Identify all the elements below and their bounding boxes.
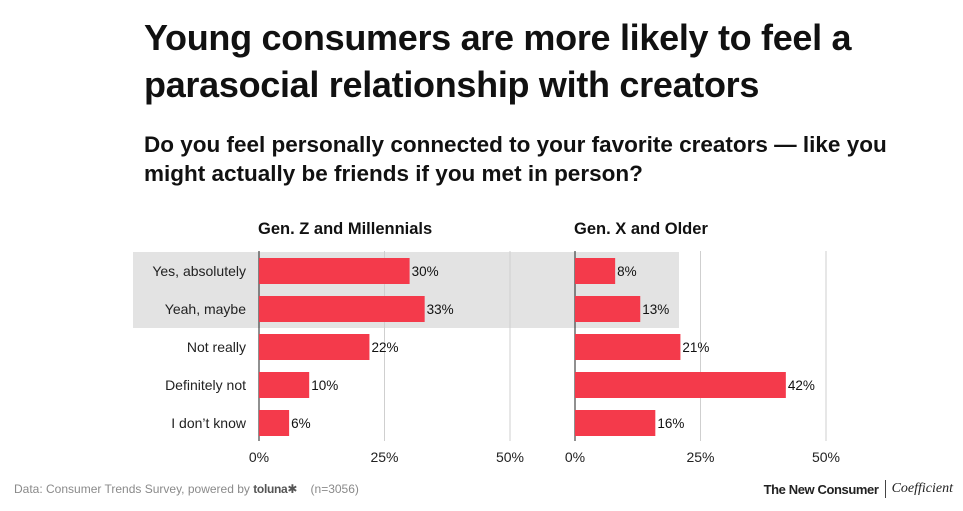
panel-title-1: Gen. Z and Millennials [258,220,432,238]
panel-title-2: Gen. X and Older [574,220,708,238]
coefficient-logo: Coefficient [891,481,953,496]
the-new-consumer-logo: The New Consumer [763,481,879,497]
category-label: Yes, absolutely [152,263,246,279]
bar-panel-1 [259,258,410,284]
bar-panel-1 [259,334,370,360]
category-label: Yeah, maybe [165,301,246,317]
bar-value-label: 21% [682,340,709,355]
bar-value-label: 42% [788,378,815,393]
source-text: Data: Consumer Trends Survey, powered by [14,482,250,496]
category-label: Definitely not [165,377,246,393]
x-tick-label-panel-1: 25% [370,449,398,465]
chart-subtitle: Do you feel personally connected to your… [144,132,887,186]
bar-value-label: 30% [412,264,439,279]
bar-panel-1 [259,410,290,436]
bar-value-label: 33% [427,302,454,317]
bar-value-label: 22% [371,340,398,355]
bar-value-label: 8% [617,264,637,279]
bar-panel-1 [259,296,425,322]
sample-size: (n=3056) [310,482,359,496]
toluna-logo: toluna✱ [253,482,298,496]
bar-panel-2 [575,258,616,284]
bar-value-label: 16% [657,416,684,431]
category-label: Not really [187,339,246,355]
bar-value-label: 13% [642,302,669,317]
publisher-logos: The New Consumer Coefficient [764,480,953,498]
logo-divider [884,480,886,498]
x-tick-label-panel-1: 0% [249,449,269,465]
bar-panel-2 [575,410,656,436]
x-tick-label-panel-1: 50% [496,449,524,465]
bar-panel-2 [575,296,641,322]
data-source-note: Data: Consumer Trends Survey, powered by… [14,482,359,496]
x-tick-label-panel-2: 50% [812,449,840,465]
bar-value-label: 10% [311,378,338,393]
chart-title: Young consumers are more likely to feel … [144,17,852,105]
x-tick-label-panel-2: 0% [565,449,585,465]
category-label: I don’t know [171,415,247,431]
x-tick-label-panel-2: 25% [686,449,714,465]
bar-panel-2 [575,372,786,398]
bar-panel-1 [259,372,310,398]
bar-panel-2 [575,334,681,360]
bar-value-label: 6% [291,416,311,431]
